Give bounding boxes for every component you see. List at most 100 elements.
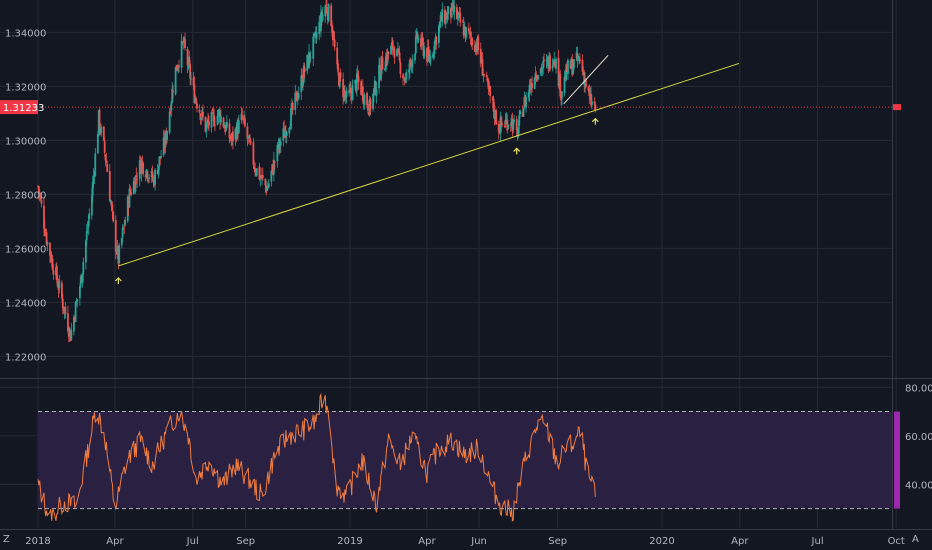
candle-body xyxy=(555,58,557,69)
candle-body xyxy=(492,98,495,113)
candle-body xyxy=(175,64,178,71)
candle-body xyxy=(468,31,471,33)
candle-body xyxy=(583,72,586,85)
candle-body xyxy=(141,160,144,162)
candle-body xyxy=(414,36,417,54)
candle-body xyxy=(78,286,81,299)
candle-body xyxy=(504,119,507,125)
current-price-axis-marker xyxy=(893,104,901,111)
candle-body xyxy=(225,125,227,131)
candle-body xyxy=(587,86,590,91)
candle-body xyxy=(144,174,147,178)
candle-body xyxy=(126,197,129,221)
candle-body xyxy=(61,282,63,299)
candle-body xyxy=(111,204,114,212)
candle-body xyxy=(297,93,300,98)
candle-body xyxy=(273,159,275,175)
candle-body xyxy=(503,126,506,128)
candle-body xyxy=(393,49,396,58)
time-tick-label: Sep xyxy=(236,536,255,547)
channel-line[interactable] xyxy=(563,55,609,105)
candle-body xyxy=(525,96,527,108)
candle-body xyxy=(37,186,40,193)
candle-body xyxy=(148,177,151,179)
candle-body xyxy=(81,273,84,283)
candle-body xyxy=(158,156,161,167)
candle-body xyxy=(146,171,149,180)
up-arrow-icon[interactable] xyxy=(591,117,599,125)
candle-body xyxy=(192,77,195,86)
candle-body xyxy=(477,36,480,50)
candle-body xyxy=(211,109,214,112)
candle-body xyxy=(481,58,484,76)
candle-body xyxy=(82,262,85,274)
candle-body xyxy=(357,76,360,82)
candle-body xyxy=(552,60,555,66)
price-tick-label: 1.32000 xyxy=(5,82,46,93)
up-arrow-icon[interactable] xyxy=(114,277,122,284)
candle-body xyxy=(535,75,538,79)
candle-body xyxy=(96,133,99,154)
candle-body xyxy=(314,32,316,34)
candle-body xyxy=(515,119,518,131)
candle-body xyxy=(396,49,399,51)
up-arrow-icon[interactable] xyxy=(513,147,521,155)
candle-body xyxy=(296,91,298,101)
candle-body xyxy=(320,12,322,32)
candle-body xyxy=(168,111,171,133)
rsi-axis[interactable]: 80.00 60.00 40.00 xyxy=(905,383,932,491)
candle-body xyxy=(457,12,460,16)
time-axis[interactable]: 2018 Apr Jul Sep 2019 Apr Jun Sep 2020 Apr Jul Oct xyxy=(25,536,905,547)
candle-body xyxy=(374,81,377,95)
candle-body xyxy=(43,205,45,229)
candle-body xyxy=(422,42,425,56)
candle-body xyxy=(196,103,198,109)
price-tick-label: 1.26000 xyxy=(5,244,46,255)
candle-body xyxy=(64,306,67,315)
candle-body xyxy=(140,159,143,174)
candle-body xyxy=(336,47,339,65)
timezone-toggle-icon[interactable]: Z xyxy=(3,534,10,545)
time-tick-label: Apr xyxy=(106,536,124,547)
auto-scale-icon[interactable]: A xyxy=(912,534,919,545)
candle-body xyxy=(356,72,359,79)
candle-body xyxy=(258,166,261,180)
candle-body xyxy=(104,154,107,161)
candle-body xyxy=(408,59,411,71)
candle-body xyxy=(590,93,592,106)
candle-body xyxy=(536,79,539,81)
candle-body xyxy=(345,91,348,98)
candle-body xyxy=(366,92,368,106)
candle-body xyxy=(573,59,575,68)
candle-body xyxy=(585,78,587,87)
candle-body xyxy=(106,163,109,172)
candle-body xyxy=(588,90,591,97)
candle-body xyxy=(142,162,145,174)
candle-body xyxy=(499,117,502,134)
candle-body xyxy=(337,63,339,72)
candle-body xyxy=(338,73,341,88)
price-tick-label: 1.30000 xyxy=(5,136,46,147)
candle-body xyxy=(248,135,251,139)
candle-body xyxy=(392,47,395,51)
candle-body xyxy=(528,84,531,95)
arrow-markers[interactable] xyxy=(114,117,599,284)
candle-body xyxy=(75,300,78,304)
candle-body xyxy=(396,49,398,57)
price-axis[interactable]: 1.34000 1.32000 1.30000 1.28000 1.26000 1.240… xyxy=(5,28,46,363)
candle-body xyxy=(73,316,75,332)
candle-body xyxy=(217,109,220,118)
candle-body xyxy=(285,132,288,136)
candle-body xyxy=(122,227,125,229)
rsi-line xyxy=(37,392,596,522)
support-trendline[interactable] xyxy=(118,62,740,267)
candle-body xyxy=(387,51,390,55)
candle-body xyxy=(453,6,456,13)
candle-body xyxy=(178,65,180,67)
price-tick-label: 1.28000 xyxy=(5,190,46,201)
candle-body xyxy=(533,77,536,89)
candle-body xyxy=(130,192,133,195)
candle-body xyxy=(381,57,384,70)
candle-body xyxy=(343,90,346,94)
